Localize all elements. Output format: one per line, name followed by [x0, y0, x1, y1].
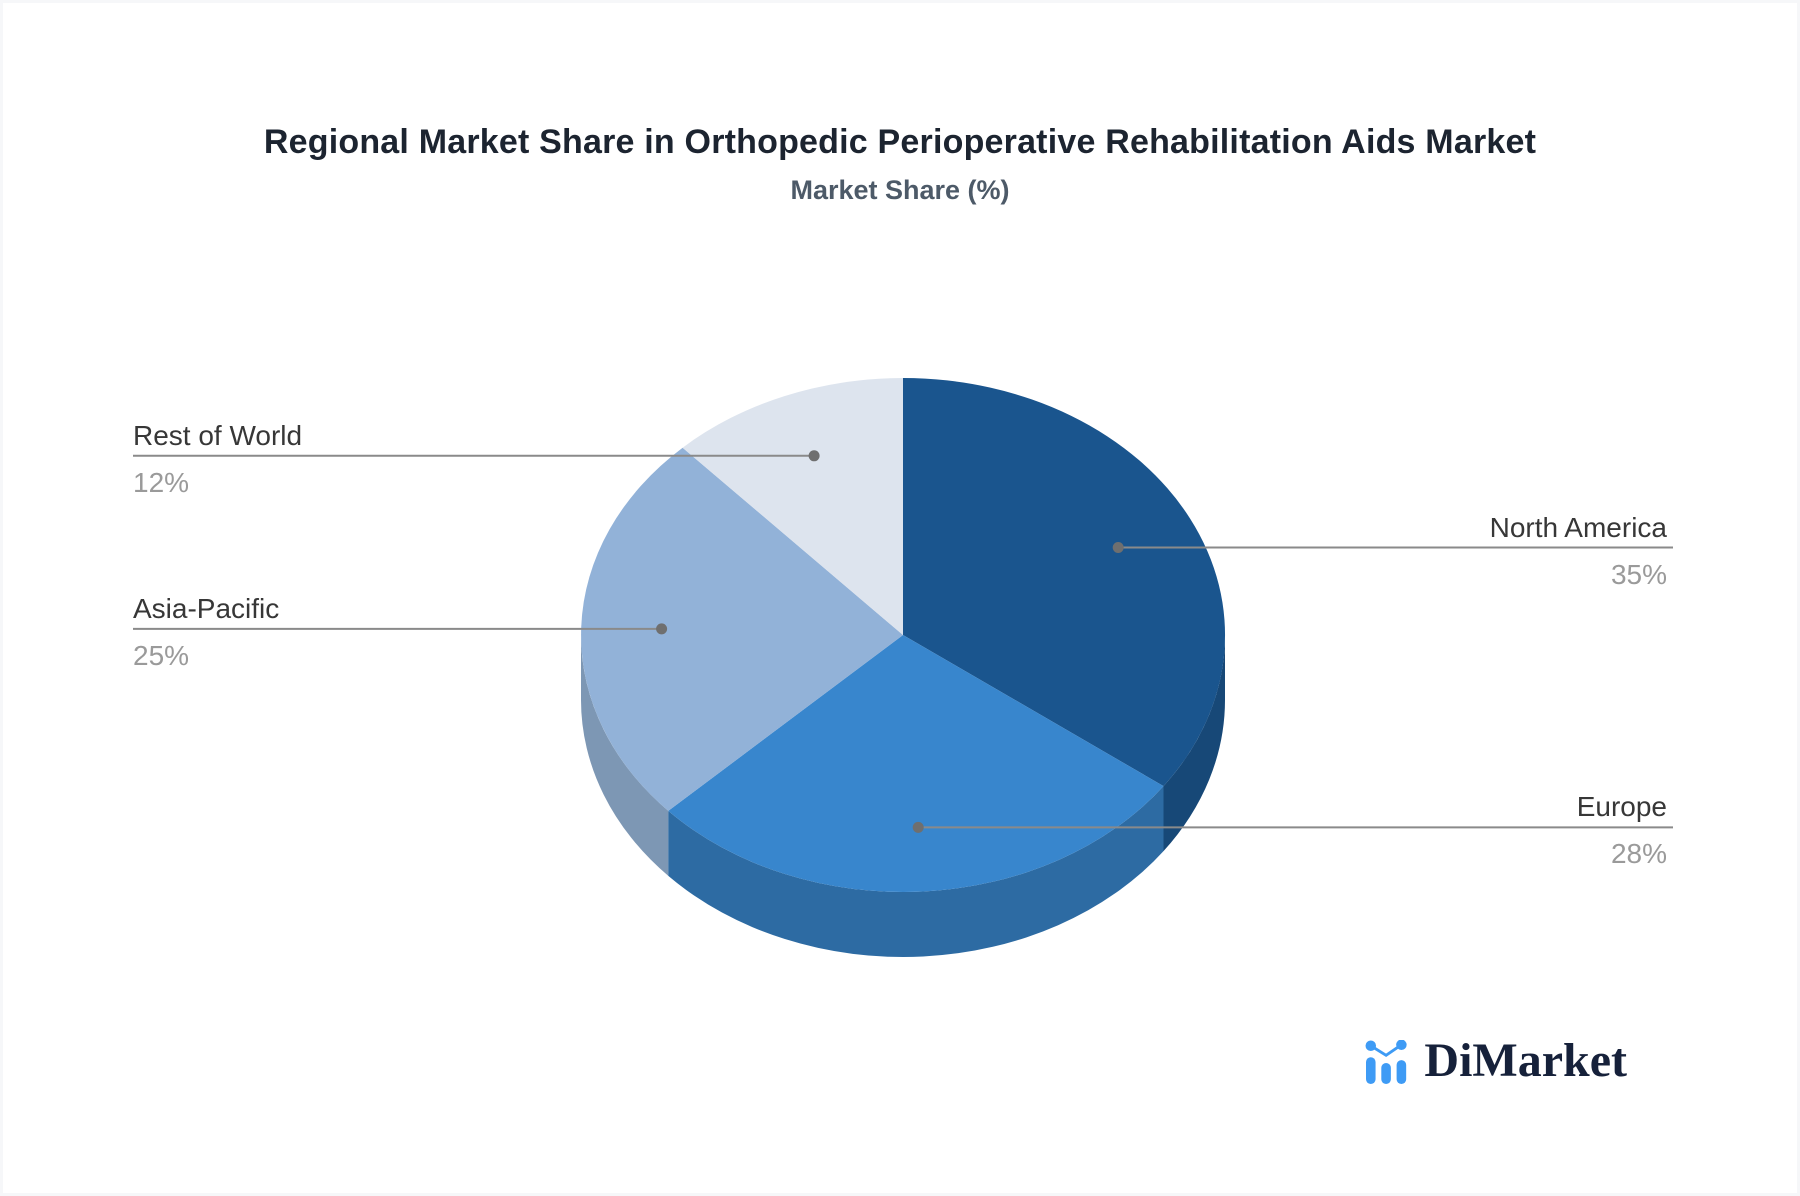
pie-chart: [133, 378, 1673, 957]
slice-label-value: 25%: [133, 639, 190, 671]
leader-dot: [1112, 542, 1124, 553]
pie-slice-north-america[interactable]: [903, 378, 1226, 787]
bar-chart-logo-icon: [1365, 1040, 1408, 1084]
chart-title: Regional Market Share in Orthopedic Peri…: [263, 123, 1537, 161]
slice-label-asia-pacific: Asia-Pacific 25%: [133, 592, 279, 671]
slice-label-value: 28%: [1610, 838, 1667, 870]
brand-name: DiMarket: [1424, 1034, 1627, 1087]
slice-label-value: 12%: [133, 466, 190, 498]
slice-label-name: Rest of World: [133, 419, 303, 451]
slice-label-name: North America: [1489, 511, 1667, 543]
brand-logo: DiMarket: [1365, 1035, 1627, 1087]
leader-dot: [808, 450, 820, 462]
pie-side-asia-pacific: [581, 635, 669, 876]
pie-side-europe: [668, 786, 1164, 957]
slice-label-name: Europe: [1576, 791, 1667, 823]
chart-subtitle: Market Share (%): [790, 175, 1010, 205]
slice-label-name: Asia-Pacific: [133, 592, 280, 624]
leader-dot: [912, 821, 924, 833]
slice-label-rest-of-world: Rest of World 12%: [133, 419, 302, 498]
slice-label-north-america: North America 35%: [1490, 511, 1667, 590]
leader-dot: [656, 623, 668, 635]
pie-side-north-america: [1163, 635, 1225, 852]
pie-slice-rest-of-world[interactable]: [682, 378, 903, 635]
slice-label-europe: Europe 28%: [1577, 790, 1667, 869]
pie-slice-asia-pacific[interactable]: [581, 447, 903, 811]
slice-label-value: 35%: [1610, 558, 1667, 590]
